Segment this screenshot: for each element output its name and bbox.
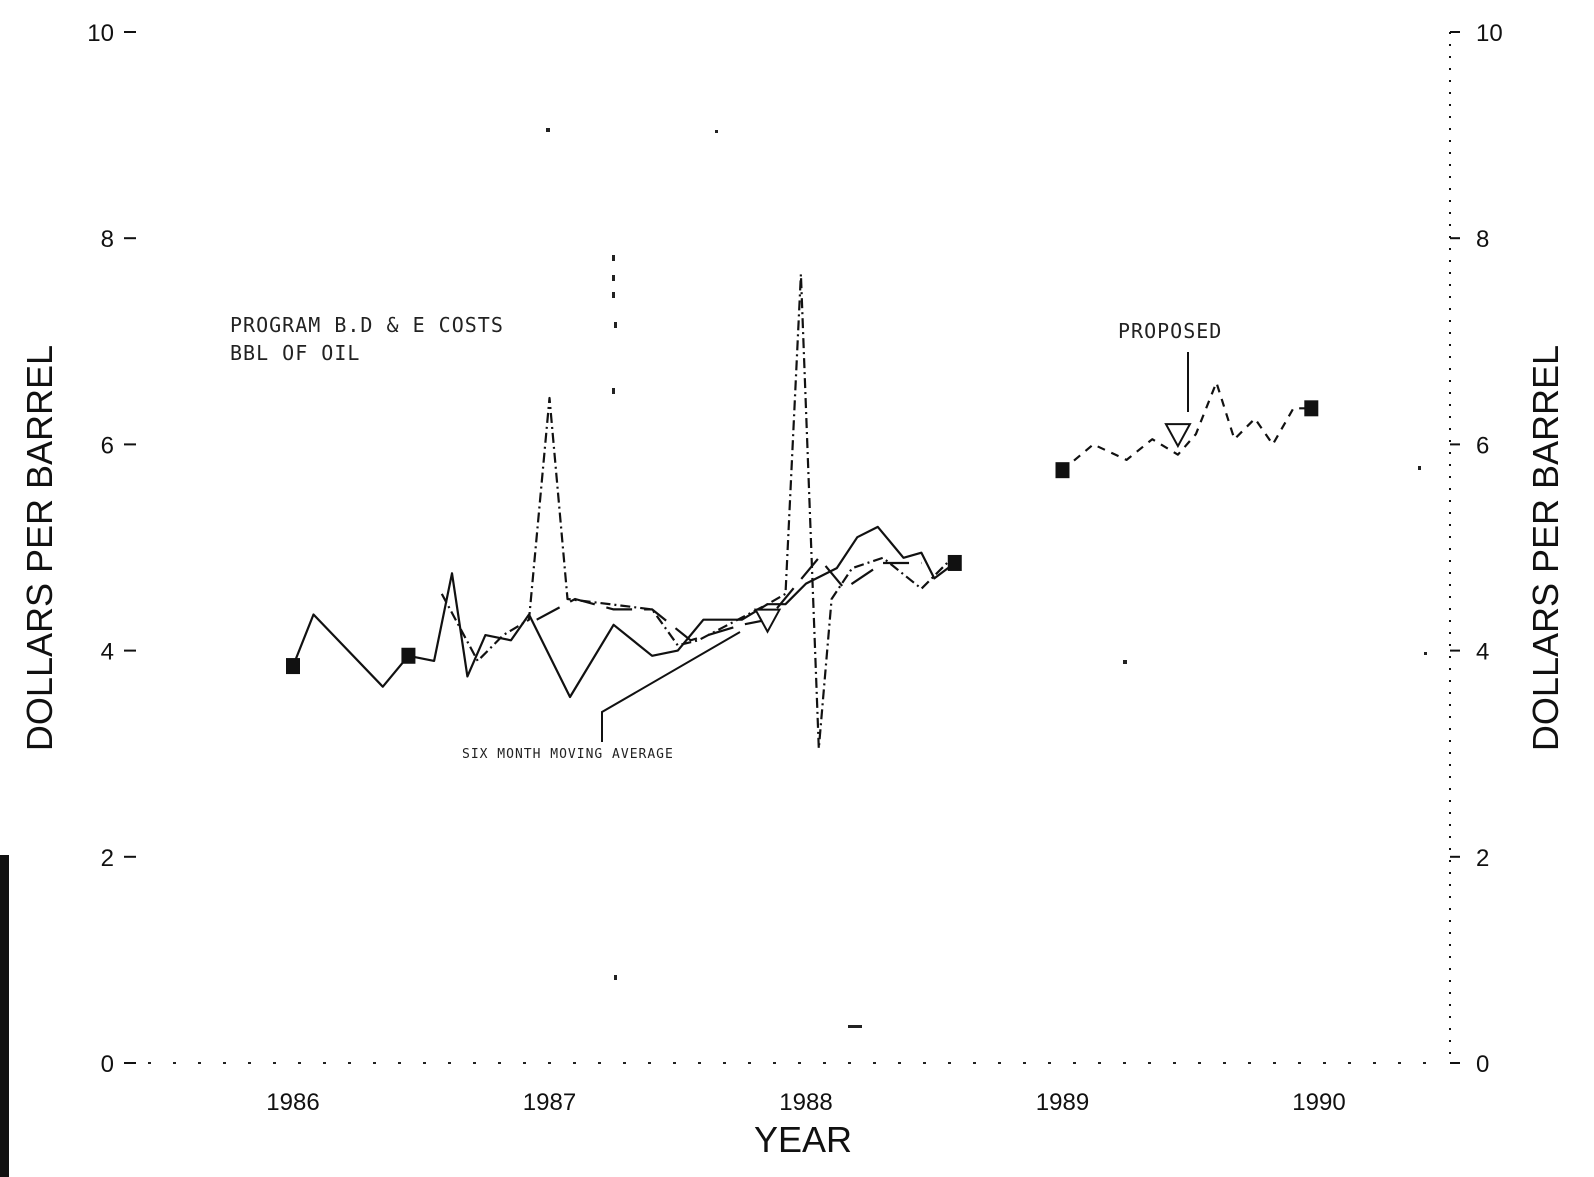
y-left-tick-label: 10 (87, 20, 114, 47)
series-line-dashed (1061, 381, 1312, 472)
y-left-tick-label: 0 (101, 1051, 114, 1078)
data-marker-square (1055, 462, 1070, 479)
data-marker-square (401, 647, 416, 664)
y-right-tick-label: 4 (1476, 639, 1489, 666)
annotation-program-costs-line2: BBL OF OIL (230, 341, 360, 365)
series-line-dash-dot (440, 273, 948, 750)
data-marker-triangle (1164, 423, 1192, 449)
annotation-program-costs-line1: PROGRAM B.D & E COSTS (230, 313, 504, 337)
data-marker-square (286, 658, 300, 675)
data-marker-square (1304, 400, 1319, 417)
scan-edge-bar (0, 855, 9, 1177)
x-tick-label: 1990 (1292, 1089, 1345, 1116)
y-right-tick-label: 2 (1476, 845, 1489, 872)
y-axis-title-right: DOLLARS PER BARREL (1525, 345, 1566, 751)
data-marker-square (947, 554, 962, 571)
x-tick-label: 1987 (523, 1089, 576, 1116)
annotations: PROGRAM B.D & E COSTS BBL OF OIL SIX MON… (230, 313, 1222, 762)
x-tick-label: 1986 (266, 1089, 319, 1116)
y-left-tick-label: 2 (101, 845, 114, 872)
data-marker-triangle (753, 608, 782, 634)
annotation-proposed: PROPOSED (1118, 319, 1222, 343)
x-tick-label: 1988 (779, 1089, 832, 1116)
axes-layer: 0 2 4 6 8 10 0 2 4 6 8 10 1986 1987 1988 1989 1990 (87, 20, 1502, 1116)
y-left-tick-label: 4 (101, 639, 114, 666)
y-right-tick-label: 0 (1476, 1051, 1489, 1078)
marker-layer (286, 400, 1319, 675)
y-axis-title-left: DOLLARS PER BARREL (19, 345, 60, 751)
x-tick-label: 1989 (1036, 1089, 1089, 1116)
y-right-tick-label: 8 (1476, 226, 1489, 253)
y-right-tick-label: 10 (1476, 20, 1503, 47)
y-left-tick-label: 8 (101, 226, 114, 253)
scan-noise (546, 128, 1427, 1028)
series-layer (291, 273, 1312, 750)
annotation-moving-average: SIX MONTH MOVING AVERAGE (462, 747, 674, 762)
moving-average-leader-line (601, 631, 741, 742)
y-right-tick-label: 6 (1476, 432, 1489, 459)
x-axis-title: YEAR (754, 1119, 852, 1160)
series-line-solid (291, 525, 956, 699)
y-left-tick-label: 6 (101, 432, 114, 459)
series-line-long-dash (536, 556, 922, 642)
